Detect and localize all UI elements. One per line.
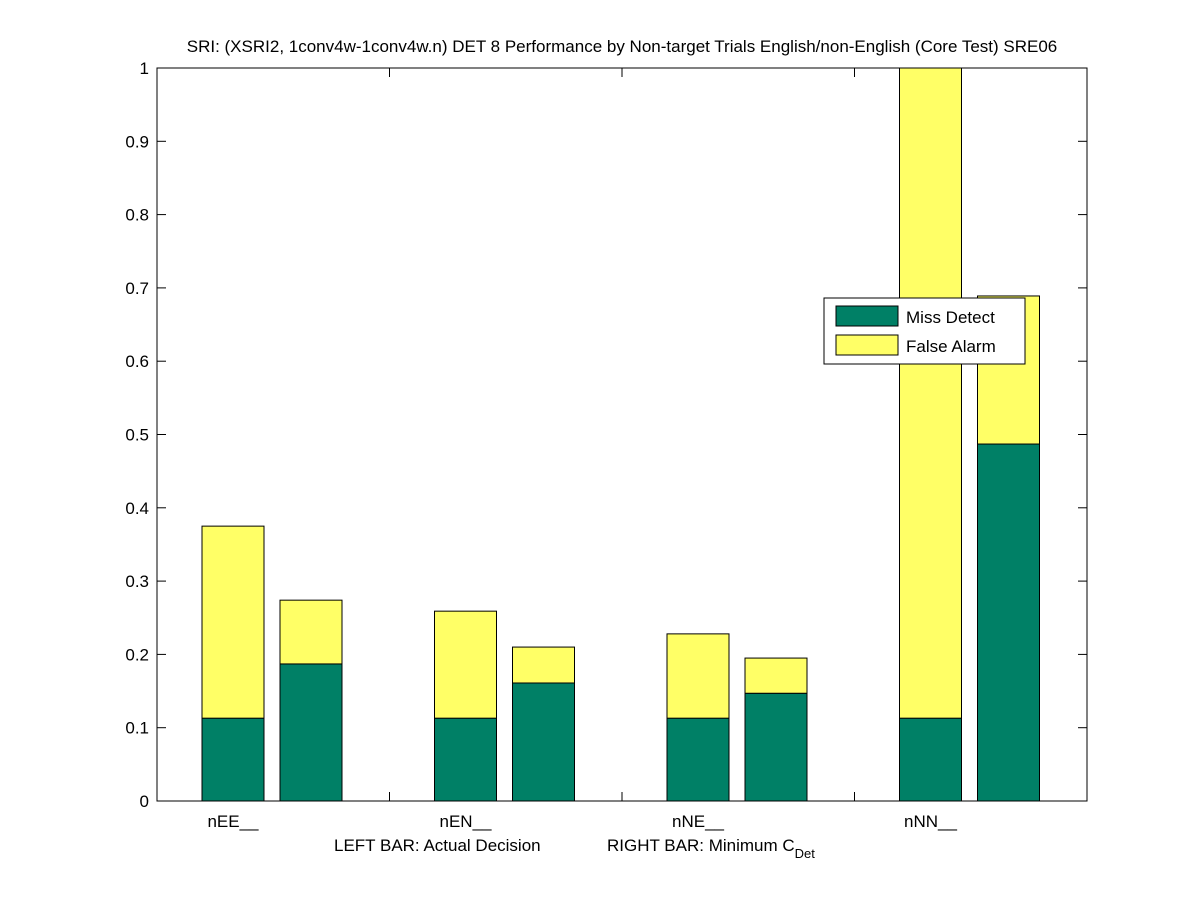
bar-minimum-miss-detect <box>977 443 1040 802</box>
y-tick-label: 0.9 <box>125 132 149 151</box>
bar-minimum-miss-detect <box>279 663 343 802</box>
legend: Miss Detect False Alarm <box>823 297 1026 365</box>
y-tick-label: 1 <box>140 59 149 78</box>
x-tick-label: nEN__ <box>440 812 493 831</box>
bar-minimum-false-alarm <box>279 599 343 665</box>
x-axis: nEE__ nEN__ nNE__ nNN__ <box>207 68 958 831</box>
bars-layer <box>201 67 1040 802</box>
bar-actual-false-alarm <box>666 633 730 719</box>
bar-minimum-miss-detect <box>744 692 808 802</box>
x-label-right-subscript: Det <box>795 846 816 861</box>
y-tick-label: 0.8 <box>125 206 149 225</box>
bar-actual-miss-detect <box>666 717 730 802</box>
legend-label: False Alarm <box>906 337 996 356</box>
bar-actual-false-alarm <box>201 525 265 719</box>
y-axis: 0 0.1 0.2 0.3 0.4 0.5 0.6 0.7 0.8 0.9 1 <box>125 59 1087 811</box>
y-tick-label: 0.7 <box>125 279 149 298</box>
bar-minimum-false-alarm <box>512 646 575 684</box>
legend-swatch <box>835 334 899 356</box>
x-label-right-main: RIGHT BAR: Minimum C <box>607 836 795 855</box>
bar-actual-false-alarm <box>434 610 497 719</box>
x-tick-label: nNE__ <box>672 812 725 831</box>
x-tick-label: nEE__ <box>207 812 259 831</box>
x-label-right: RIGHT BAR: Minimum CDet <box>607 836 815 861</box>
bar-actual-miss-detect <box>434 717 497 802</box>
bar-actual-miss-detect <box>201 717 265 802</box>
y-tick-label: 0.4 <box>125 499 149 518</box>
x-tick-label: nNN__ <box>904 812 957 831</box>
y-tick-label: 0.2 <box>125 645 149 664</box>
x-label-left: LEFT BAR: Actual Decision <box>334 836 541 855</box>
y-tick-label: 0 <box>140 792 149 811</box>
bar-minimum-miss-detect <box>512 682 575 802</box>
y-tick-label: 0.1 <box>125 719 149 738</box>
bar-minimum-false-alarm <box>744 657 808 694</box>
legend-label: Miss Detect <box>906 308 995 327</box>
bar-actual-miss-detect <box>899 717 962 802</box>
bar-actual-false-alarm <box>899 67 962 719</box>
y-tick-label: 0.6 <box>125 352 149 371</box>
chart-title: SRI: (XSRI2, 1conv4w-1conv4w.n) DET 8 Pe… <box>187 37 1058 56</box>
y-tick-label: 0.5 <box>125 426 149 445</box>
y-tick-label: 0.3 <box>125 572 149 591</box>
legend-swatch <box>835 305 899 327</box>
